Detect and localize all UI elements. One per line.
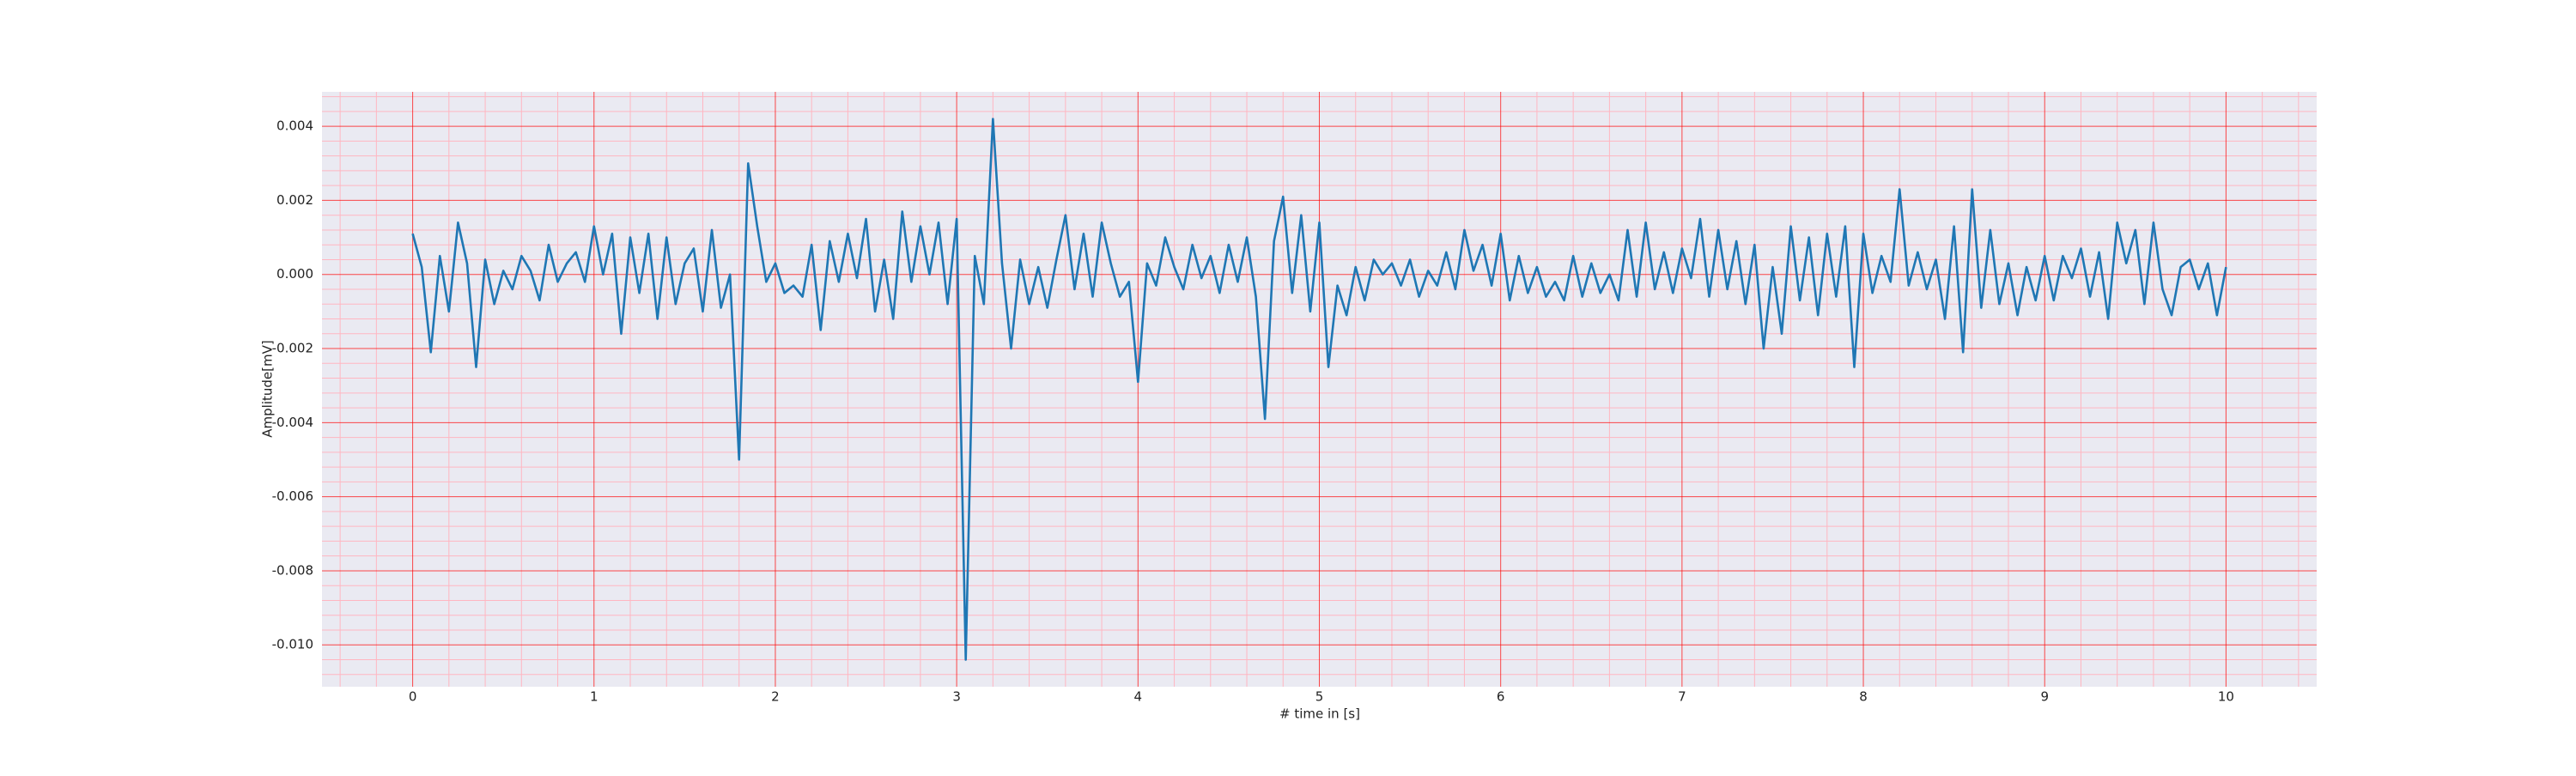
x-tick-label: 9 [2040,689,2049,705]
y-tick-label: -0.002 [272,341,313,356]
y-tick-label: 0.002 [276,192,313,208]
x-axis-label: # time in [s] [1279,706,1360,722]
data-lines [411,118,2227,661]
x-tick-label: 4 [1134,689,1143,705]
y-tick-label: -0.006 [272,488,313,504]
x-tick-label: 7 [1678,689,1686,705]
y-tick-label: -0.004 [272,415,313,430]
x-tick-label: 1 [590,689,598,705]
x-tick-label: 2 [771,689,780,705]
y-axis-label: Amplitude[mV] [260,340,276,437]
x-tick-label: 0 [409,689,417,705]
x-tick-label: 6 [1497,689,1505,705]
major-grid [322,92,2317,687]
x-tick-label: 8 [1859,689,1868,705]
x-tick-label: 10 [2218,689,2234,705]
x-tick-label: 5 [1315,689,1324,705]
y-tick-label: 0.004 [276,118,313,134]
signal-line [411,118,2227,661]
x-tick-label: 3 [952,689,961,705]
y-tick-label: -0.008 [272,562,313,578]
tick-labels: 0 1 2 3 4 5 6 7 8 9 10 -0.010 -0.008 -0.006 -0.004 -0.0… [272,118,2234,705]
y-tick-label: 0.000 [276,266,313,282]
y-tick-label: -0.010 [272,637,313,652]
